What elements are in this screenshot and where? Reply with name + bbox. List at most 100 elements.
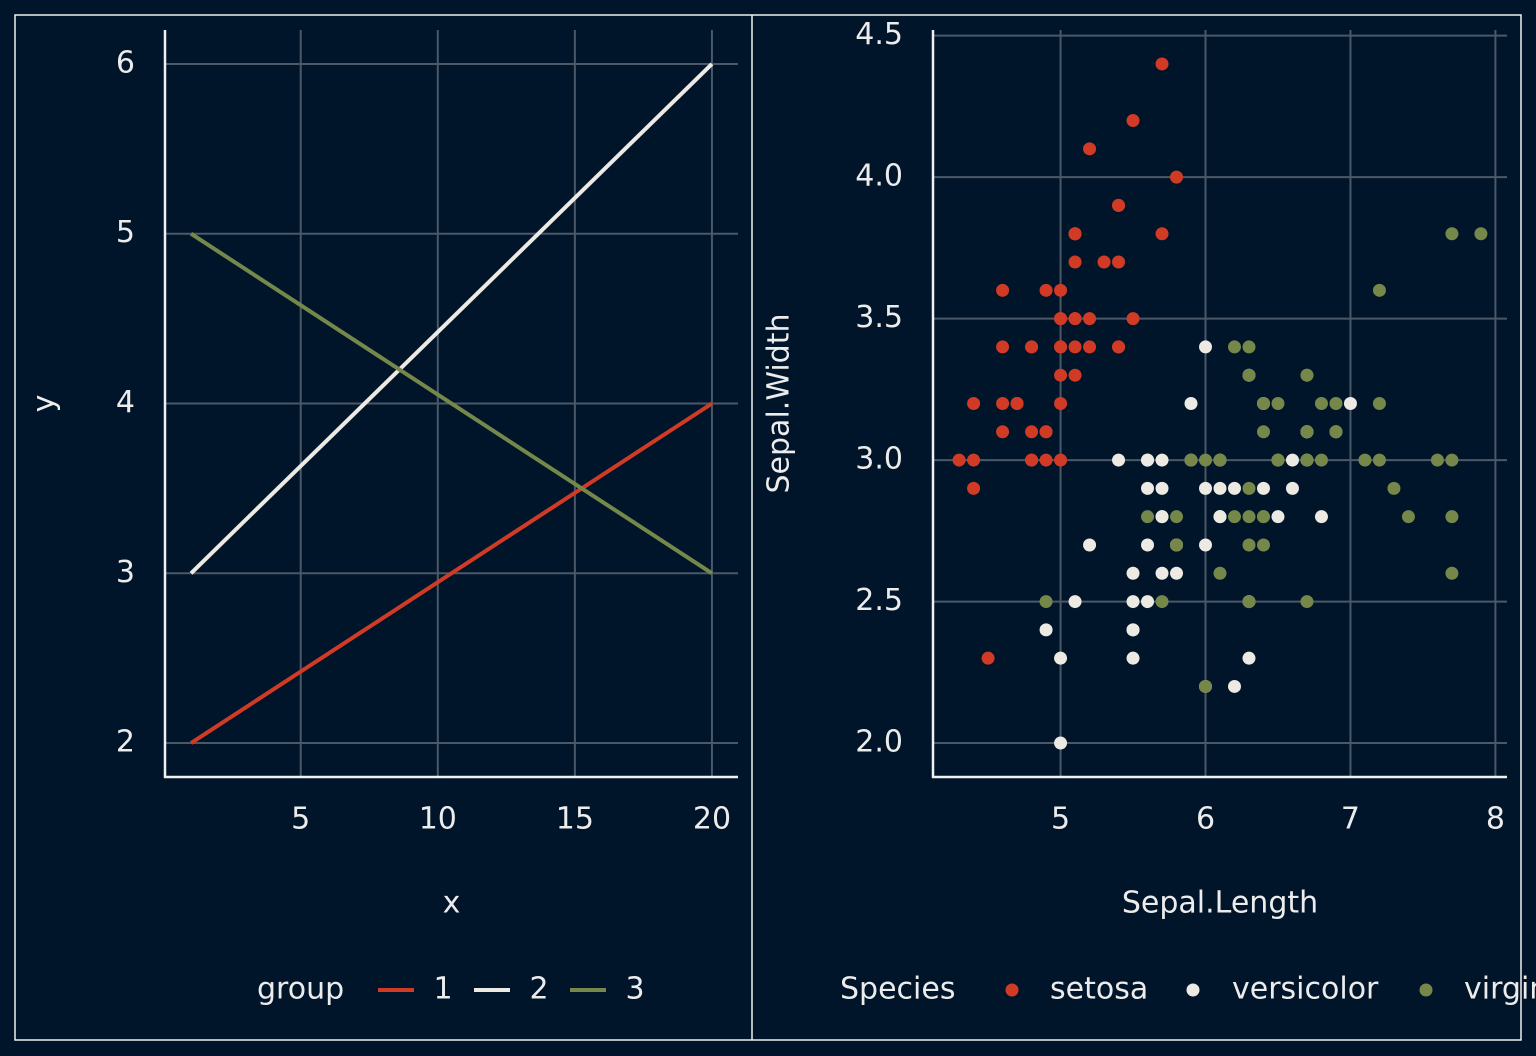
point (1126, 623, 1140, 637)
legend-key (1186, 983, 1200, 997)
point (1155, 481, 1169, 495)
point (1227, 510, 1241, 524)
point (967, 453, 981, 467)
point (996, 397, 1010, 410)
point (1112, 340, 1126, 354)
point (1300, 595, 1314, 609)
y-tick-label: 3 (116, 555, 135, 590)
point (1285, 481, 1299, 495)
point (1199, 453, 1213, 467)
point (1300, 425, 1314, 439)
point (1083, 340, 1097, 354)
frame (14, 14, 1522, 1041)
point (1213, 481, 1227, 495)
legend-key (1005, 983, 1019, 997)
x-tick-label: 5 (291, 802, 310, 837)
point (1068, 227, 1082, 241)
y-tick-label: 4 (116, 385, 135, 420)
legend-label: 2 (529, 972, 548, 1007)
point (1213, 453, 1227, 467)
legend-key (1419, 983, 1433, 997)
point (1329, 397, 1343, 410)
point (1387, 481, 1401, 495)
point (1199, 481, 1213, 495)
x-axis-title: Sepal.Length (1122, 886, 1318, 921)
point (1227, 679, 1241, 693)
point (1314, 453, 1328, 467)
point (1314, 510, 1328, 524)
y-tick-label: 2 (116, 725, 135, 760)
point (1141, 453, 1155, 467)
point (1242, 368, 1256, 382)
point (1141, 595, 1155, 609)
point (1343, 397, 1357, 410)
point (1242, 481, 1256, 495)
point (1242, 595, 1256, 609)
y-tick-label: 2.0 (855, 725, 903, 760)
point (1227, 481, 1241, 495)
x-tick-label: 7 (1341, 802, 1360, 837)
point (1300, 368, 1314, 382)
point (1372, 397, 1386, 410)
point (1445, 566, 1459, 580)
point (952, 453, 966, 467)
point (1445, 510, 1459, 524)
point (996, 283, 1010, 297)
point (1199, 538, 1213, 552)
point (1068, 312, 1082, 326)
legend-label: versicolor (1232, 972, 1379, 1007)
point (981, 651, 995, 665)
point (1256, 481, 1270, 495)
y-axis-title: y (27, 395, 62, 413)
x-tick-label: 5 (1051, 802, 1070, 837)
legend-label: setosa (1050, 972, 1148, 1007)
point (1170, 538, 1184, 552)
point (1112, 198, 1126, 212)
point (1054, 651, 1068, 665)
point (1242, 340, 1256, 354)
point (1054, 283, 1068, 297)
point (1112, 453, 1126, 467)
point (1170, 170, 1184, 184)
point (967, 397, 981, 410)
point (1170, 566, 1184, 580)
legend-label: virginica (1464, 972, 1536, 1007)
y-axis-title: Sepal.Width (762, 314, 797, 494)
point (1155, 510, 1169, 524)
point (1300, 453, 1314, 467)
point (1141, 481, 1155, 495)
point (1199, 679, 1213, 693)
point (1112, 255, 1126, 269)
legend-label: 3 (625, 972, 644, 1007)
point (1083, 312, 1097, 326)
point (1126, 595, 1140, 609)
point (1401, 510, 1415, 524)
point (1054, 312, 1068, 326)
y-tick-label: 6 (116, 45, 135, 80)
x-tick-label: 10 (419, 802, 457, 837)
point (1242, 538, 1256, 552)
point (1010, 397, 1024, 410)
x-tick-label: 20 (693, 802, 731, 837)
point (1155, 453, 1169, 467)
point (1054, 368, 1068, 382)
point (1054, 736, 1068, 750)
point (1256, 510, 1270, 524)
legend-title: Species (840, 972, 955, 1007)
point (1155, 566, 1169, 580)
point (1372, 283, 1386, 297)
point (1314, 397, 1328, 410)
point (1068, 340, 1082, 354)
point (1039, 283, 1053, 297)
y-tick-label: 4.5 (855, 17, 903, 52)
point (1025, 425, 1039, 439)
point (1025, 340, 1039, 354)
point (1054, 453, 1068, 467)
y-tick-label: 4.0 (855, 159, 903, 194)
point (1155, 227, 1169, 241)
point (996, 425, 1010, 439)
point (1155, 595, 1169, 609)
point (1271, 397, 1285, 410)
